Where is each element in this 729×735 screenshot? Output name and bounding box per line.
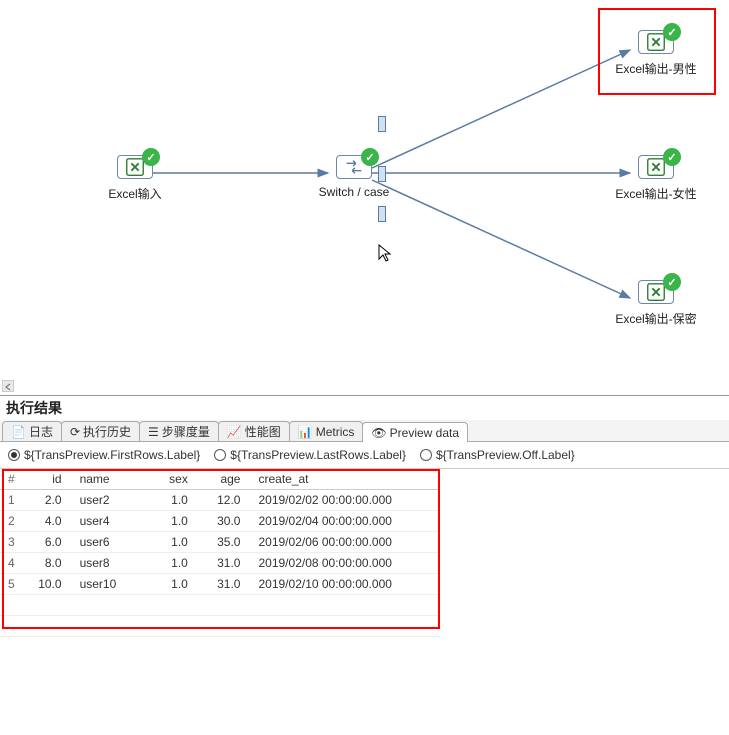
- node-label: Excel输出-保密: [615, 310, 696, 327]
- preview-table-wrapper: # id name sex age create_at 12.0user21.0…: [0, 469, 729, 713]
- node-excel-output-secret[interactable]: Excel输出-保密: [634, 280, 678, 324]
- node-switch-case[interactable]: Switch / case: [332, 155, 376, 199]
- transformation-canvas[interactable]: Excel输入 Switch / case Excel输出-男性 Excel输出…: [0, 0, 729, 395]
- table-cell: 2: [0, 511, 23, 532]
- table-cell: 2.0: [23, 490, 71, 511]
- excel-icon: [638, 280, 674, 304]
- tab-history[interactable]: ⟳ 执行历史: [61, 421, 140, 441]
- cursor-icon: [378, 244, 392, 267]
- table-cell: 35.0: [198, 532, 251, 553]
- hop-marker[interactable]: [378, 166, 386, 182]
- table-cell: 31.0: [198, 574, 251, 595]
- table-cell: 1.0: [145, 532, 198, 553]
- radio-icon: [8, 449, 20, 461]
- table-cell: 5: [0, 574, 23, 595]
- table-row-empty: [0, 616, 440, 637]
- node-highlight-box: [598, 8, 716, 95]
- col-rownum[interactable]: #: [0, 469, 23, 490]
- node-excel-input[interactable]: Excel输入: [113, 155, 157, 199]
- metrics-icon: 📊: [298, 425, 313, 439]
- check-badge-icon: [663, 273, 681, 291]
- table-cell: 3: [0, 532, 23, 553]
- table-cell: 6.0: [23, 532, 71, 553]
- table-row[interactable]: 12.0user21.012.02019/02/02 00:00:00.000: [0, 490, 440, 511]
- table-cell: 31.0: [198, 553, 251, 574]
- tab-step-metrics[interactable]: ☰ 步骤度量: [139, 421, 219, 441]
- node-label: Excel输出-女性: [615, 185, 696, 202]
- table-cell: 2019/02/10 00:00:00.000: [250, 574, 440, 595]
- col-name[interactable]: name: [72, 469, 146, 490]
- table-cell: user4: [72, 511, 146, 532]
- check-badge-icon: [663, 148, 681, 166]
- table-cell: 2019/02/08 00:00:00.000: [250, 553, 440, 574]
- table-row[interactable]: 48.0user81.031.02019/02/08 00:00:00.000: [0, 553, 440, 574]
- col-sex[interactable]: sex: [145, 469, 198, 490]
- table-cell: 1.0: [145, 511, 198, 532]
- check-badge-icon: [142, 148, 160, 166]
- table-cell: 2019/02/06 00:00:00.000: [250, 532, 440, 553]
- results-tabs: 📄 日志 ⟳ 执行历史 ☰ 步骤度量 📈 性能图 📊 Metrics 👁 Pre…: [0, 420, 729, 442]
- eye-icon: 👁: [371, 426, 386, 440]
- excel-icon: [638, 155, 674, 179]
- table-cell: 1.0: [145, 553, 198, 574]
- table-row-empty: [0, 595, 440, 616]
- chart-icon: 📈: [227, 425, 242, 439]
- tab-performance[interactable]: 📈 性能图: [218, 421, 290, 441]
- table-cell: 30.0: [198, 511, 251, 532]
- table-cell: 1.0: [145, 574, 198, 595]
- scrollbar-left-button[interactable]: [2, 380, 14, 392]
- hop-marker[interactable]: [378, 116, 386, 132]
- radio-icon: [214, 449, 226, 461]
- table-cell: 2019/02/04 00:00:00.000: [250, 511, 440, 532]
- table-cell: 1.0: [145, 490, 198, 511]
- col-create-at[interactable]: create_at: [250, 469, 440, 490]
- node-excel-output-female[interactable]: Excel输出-女性: [634, 155, 678, 199]
- table-cell: user6: [72, 532, 146, 553]
- table-cell: 4: [0, 553, 23, 574]
- table-cell: 4.0: [23, 511, 71, 532]
- tab-label: 步骤度量: [162, 423, 210, 440]
- table-header-row: # id name sex age create_at: [0, 469, 440, 490]
- check-badge-icon: [361, 148, 379, 166]
- results-title: 执行结果: [0, 395, 729, 420]
- tab-label: Preview data: [390, 426, 459, 440]
- radio-label: ${TransPreview.LastRows.Label}: [230, 448, 406, 462]
- table-cell: 1: [0, 490, 23, 511]
- tab-label: 日志: [29, 423, 53, 440]
- table-cell: user2: [72, 490, 146, 511]
- table-row[interactable]: 24.0user41.030.02019/02/04 00:00:00.000: [0, 511, 440, 532]
- log-icon: 📄: [11, 425, 26, 439]
- hop-marker[interactable]: [378, 206, 386, 222]
- tab-label: 执行历史: [83, 423, 131, 440]
- list-icon: ☰: [148, 425, 159, 439]
- table-row[interactable]: 510.0user101.031.02019/02/10 00:00:00.00…: [0, 574, 440, 595]
- radio-label: ${TransPreview.FirstRows.Label}: [24, 448, 200, 462]
- switch-icon: [336, 155, 372, 179]
- radio-last-rows[interactable]: ${TransPreview.LastRows.Label}: [214, 448, 406, 462]
- table-row[interactable]: 36.0user61.035.02019/02/06 00:00:00.000: [0, 532, 440, 553]
- table-cell: 10.0: [23, 574, 71, 595]
- table-cell: user8: [72, 553, 146, 574]
- tab-preview-data[interactable]: 👁 Preview data: [362, 422, 468, 442]
- table-cell: user10: [72, 574, 146, 595]
- table-cell: 12.0: [198, 490, 251, 511]
- radio-first-rows[interactable]: ${TransPreview.FirstRows.Label}: [8, 448, 200, 462]
- tab-log[interactable]: 📄 日志: [2, 421, 62, 441]
- tab-metrics[interactable]: 📊 Metrics: [289, 421, 364, 441]
- table-cell: 2019/02/02 00:00:00.000: [250, 490, 440, 511]
- radio-icon: [420, 449, 432, 461]
- excel-icon: [117, 155, 153, 179]
- history-icon: ⟳: [70, 425, 80, 439]
- preview-data-table[interactable]: # id name sex age create_at 12.0user21.0…: [0, 469, 440, 637]
- node-label: Excel输入: [108, 185, 161, 202]
- radio-off[interactable]: ${TransPreview.Off.Label}: [420, 448, 575, 462]
- preview-mode-radios: ${TransPreview.FirstRows.Label} ${TransP…: [0, 442, 729, 469]
- col-id[interactable]: id: [23, 469, 71, 490]
- tab-label: Metrics: [316, 425, 355, 439]
- node-label: Switch / case: [319, 185, 390, 199]
- radio-label: ${TransPreview.Off.Label}: [436, 448, 575, 462]
- tab-label: 性能图: [245, 423, 281, 440]
- table-cell: 8.0: [23, 553, 71, 574]
- col-age[interactable]: age: [198, 469, 251, 490]
